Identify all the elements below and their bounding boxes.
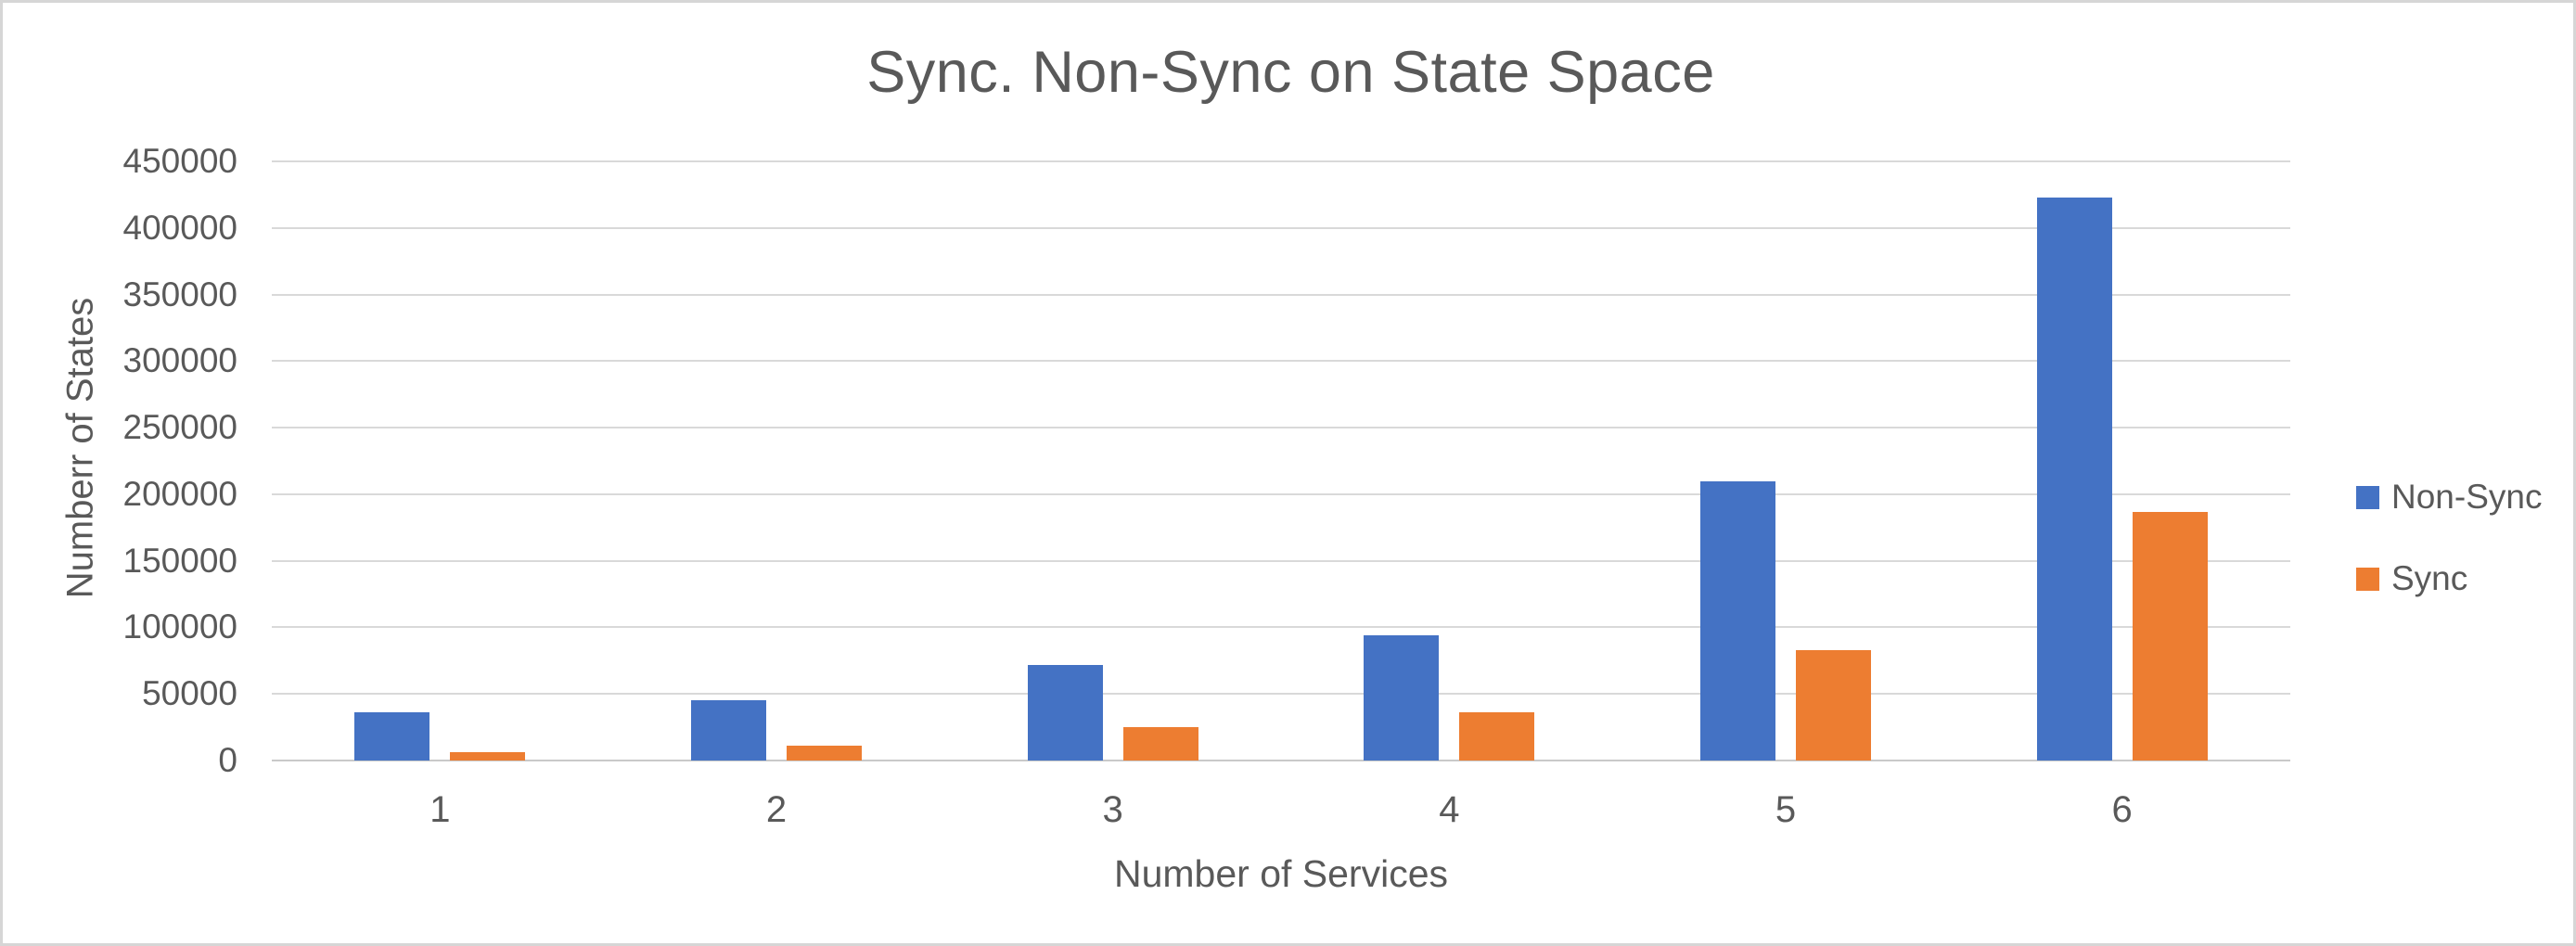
bar-sync-1: [450, 752, 526, 761]
gridline-200000: [272, 492, 2290, 495]
gridline-50000: [272, 693, 2290, 696]
bar-nonsync-2: [691, 700, 766, 761]
gridline-400000: [272, 226, 2290, 229]
gridline-0: [272, 760, 2290, 761]
bar-sync-4: [1459, 712, 1535, 761]
y-tick-label-200000: 200000: [122, 474, 237, 513]
bar-nonsync-3: [1027, 664, 1103, 761]
chart-title: Sync. Non-Sync on State Space: [866, 40, 1715, 105]
legend-label: Non-Sync: [2391, 478, 2543, 516]
legend-entry-sync: Sync: [2356, 559, 2542, 598]
y-tick-label-400000: 400000: [122, 208, 237, 247]
legend: Non-Sync Sync: [2356, 478, 2542, 598]
gridline-250000: [272, 427, 2290, 429]
legend-entry-nonsync: Non-Sync: [2356, 478, 2542, 517]
y-tick-label-450000: 450000: [122, 142, 237, 180]
y-tick-label-150000: 150000: [122, 541, 237, 580]
bar-nonsync-6: [2036, 197, 2112, 761]
legend-swatch-icon: [2356, 567, 2379, 591]
y-tick-label-0: 0: [218, 741, 237, 779]
y-tick-label-250000: 250000: [122, 408, 237, 447]
x-tick-label-3: 3: [1102, 789, 1123, 830]
y-tick-label-300000: 300000: [122, 341, 237, 380]
plot-area: [272, 160, 2290, 761]
x-tick-label-6: 6: [2111, 789, 2133, 830]
bar-nonsync-1: [354, 712, 430, 761]
bar-sync-5: [1796, 649, 1871, 761]
bar-sync-2: [787, 746, 862, 761]
bar-nonsync-4: [1364, 635, 1440, 761]
bar-sync-6: [2132, 511, 2208, 761]
x-axis-title: Number of Services: [1113, 852, 1448, 895]
gridline-100000: [272, 626, 2290, 629]
gridline-450000: [272, 160, 2290, 162]
gridline-300000: [272, 360, 2290, 363]
y-tick-label-100000: 100000: [122, 607, 237, 646]
gridline-350000: [272, 293, 2290, 296]
bar-nonsync-5: [1700, 480, 1775, 761]
x-tick-label-1: 1: [429, 789, 451, 830]
legend-swatch-icon: [2356, 485, 2379, 509]
y-tick-label-350000: 350000: [122, 275, 237, 313]
y-tick-label-50000: 50000: [142, 674, 237, 713]
x-tick-label-4: 4: [1439, 789, 1460, 830]
bar-sync-3: [1122, 727, 1198, 761]
gridline-150000: [272, 559, 2290, 562]
x-tick-label-2: 2: [765, 789, 788, 830]
legend-label: Sync: [2391, 559, 2468, 597]
x-tick-label-5: 5: [1775, 789, 1797, 830]
